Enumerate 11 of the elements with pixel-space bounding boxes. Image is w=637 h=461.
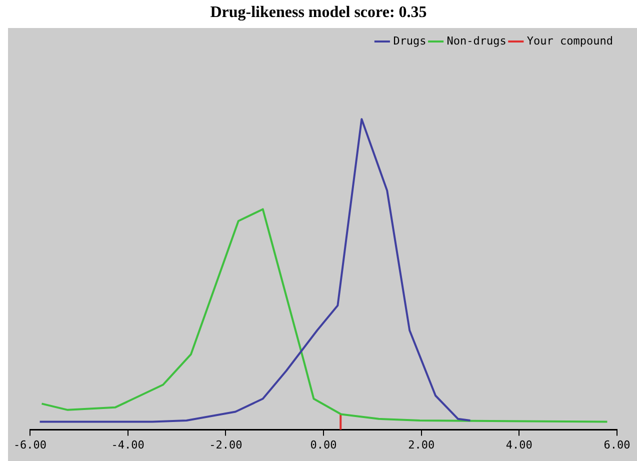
x-tick-label: -4.00 (111, 438, 144, 452)
x-tick-label: 2.00 (408, 438, 435, 452)
legend-label: Drugs (393, 34, 426, 48)
chart-title: Drug-likeness model score: 0.35 (209, 3, 428, 23)
x-tick-label: -6.00 (13, 438, 47, 452)
legend-label: Your compound (526, 34, 613, 48)
x-tick-label: 0.00 (310, 438, 337, 452)
x-tick-label: 4.00 (506, 438, 532, 452)
legend-label: Non-drugs (446, 34, 506, 48)
x-tick-label: -2.00 (209, 438, 242, 452)
x-tick-label: 6.00 (604, 438, 630, 452)
